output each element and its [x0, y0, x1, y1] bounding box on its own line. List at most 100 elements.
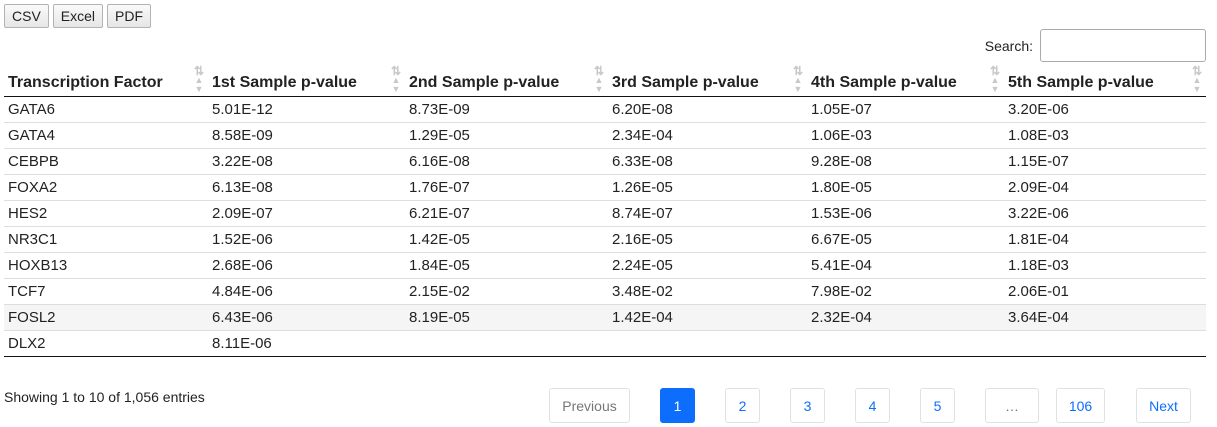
sort-arrows-icon: ⇅ ▲ ▼ — [1191, 64, 1202, 94]
pvalue-cell: 2.06E-01 — [1004, 277, 1206, 304]
table-row: GATA4 8.58E-09 1.29E-05 2.34E-04 1.06E-03 1.0… — [4, 121, 1206, 148]
table-row: NR3C1 1.52E-06 1.42E-05 2.16E-05 6.67E-05 1.8… — [4, 225, 1206, 252]
sort-arrows-icon: ⇅ ▲ ▼ — [989, 64, 1000, 94]
pvalue-cell — [807, 329, 1004, 357]
column-header-4[interactable]: 4th Sample p-value ⇅ ▲ ▼ — [807, 64, 1004, 97]
table-row: FOSL2 6.43E-06 8.19E-05 1.42E-04 2.32E-04 3.6… — [4, 303, 1206, 330]
pvalue-cell: 6.33E-08 — [608, 147, 807, 174]
page-button-1[interactable]: 1 — [660, 388, 695, 423]
column-header-3[interactable]: 3rd Sample p-value ⇅ ▲ ▼ — [608, 64, 807, 97]
pvalue-cell: 8.73E-09 — [409, 100, 470, 118]
sort-arrows-icon: ⇅ ▲ ▼ — [390, 64, 401, 94]
pvalue-cell: 5.41E-04 — [807, 251, 1004, 278]
sort-arrows-icon: ⇅ ▲ ▼ — [593, 64, 604, 94]
column-header-2[interactable]: 2nd Sample p-value ⇅ ▲ ▼ — [405, 64, 608, 97]
pvalue-cell: 8.74E-07 — [608, 199, 807, 226]
pdf-export-button[interactable]: PDF — [107, 4, 152, 28]
column-header-label: 5th Sample p-value — [1008, 73, 1154, 91]
pvalue-cell: 2.34E-04 — [608, 121, 807, 148]
pvalue-cell: 2.09E-04 — [1004, 173, 1206, 200]
pvalue-cell: 4.84E-06 — [208, 277, 405, 304]
pvalue-cell: 3.20E-06 — [1008, 100, 1069, 118]
pvalue-cell — [405, 329, 608, 357]
column-header-label: 4th Sample p-value — [811, 73, 957, 91]
export-button-group: CSV Excel PDF — [4, 4, 152, 28]
factor-cell: DLX2 — [4, 329, 208, 357]
entries-info: Showing 1 to 10 of 1,056 entries — [4, 389, 205, 405]
page-button-106[interactable]: 106 — [1056, 388, 1105, 423]
pvalue-cell: 1.80E-05 — [807, 173, 1004, 200]
pvalue-cell: 2.09E-07 — [208, 199, 405, 226]
column-header-label: Transcription Factor — [8, 73, 163, 91]
csv-export-button[interactable]: CSV — [4, 4, 49, 28]
pvalue-cell: 1.81E-04 — [1004, 225, 1206, 252]
pvalue-cell: 3.22E-06 — [1004, 199, 1206, 226]
table-row: GATA6 5.01E-12 8.73E-09 6.20E-08 1.05E-07 3.2… — [4, 96, 1206, 122]
table-row: DLX2 8.11E-06 — [4, 329, 1206, 357]
pvalue-cell: 1.29E-05 — [405, 121, 608, 148]
column-header-label: 1st Sample p-value — [212, 73, 357, 91]
pvalue-cell: 1.76E-07 — [405, 173, 608, 200]
pvalue-cell: 6.16E-08 — [405, 147, 608, 174]
next-page-button[interactable]: Next — [1136, 388, 1191, 423]
pvalue-cell: 8.58E-09 — [208, 121, 405, 148]
pvalue-cell: 1.05E-07 — [811, 100, 872, 118]
pvalue-cell: 2.16E-05 — [608, 225, 807, 252]
factor-cell: FOSL2 — [4, 303, 208, 330]
pvalue-cell: 9.28E-08 — [807, 147, 1004, 174]
factor-cell: HES2 — [4, 199, 208, 226]
page-button-3[interactable]: 3 — [790, 388, 825, 423]
column-header-1[interactable]: 1st Sample p-value ⇅ ▲ ▼ — [208, 64, 405, 97]
pvalue-cell: 8.19E-05 — [405, 303, 608, 330]
factor-cell: NR3C1 — [4, 225, 208, 252]
pvalue-cell: 3.22E-08 — [208, 147, 405, 174]
factor-cell: TCF7 — [4, 277, 208, 304]
table-row: CEBPB 3.22E-08 6.16E-08 6.33E-08 9.28E-08 1.1… — [4, 147, 1206, 174]
pvalue-cell — [1004, 329, 1206, 357]
factor-cell: FOXA2 — [4, 173, 208, 200]
page-button-2[interactable]: 2 — [725, 388, 760, 423]
table-row: TCF7 4.84E-06 2.15E-02 3.48E-02 7.98E-02 2.06… — [4, 277, 1206, 304]
search-box: Search: — [985, 29, 1206, 62]
pvalue-cell: 5.01E-12 — [212, 100, 273, 118]
pvalue-cell: 6.43E-06 — [208, 303, 405, 330]
pvalue-cell: 1.08E-03 — [1004, 121, 1206, 148]
table-row: FOXA2 6.13E-08 1.76E-07 1.26E-05 1.80E-05 2.0… — [4, 173, 1206, 200]
sort-arrows-icon: ⇅ ▲ ▼ — [792, 64, 803, 94]
column-header-0[interactable]: Transcription Factor ⇅ ▲ ▼ — [4, 64, 208, 97]
pvalue-cell: 2.24E-05 — [608, 251, 807, 278]
table-body: GATA6 5.01E-12 8.73E-09 6.20E-08 1.05E-07 3.2… — [4, 96, 1206, 357]
page-button-5[interactable]: 5 — [920, 388, 955, 423]
pvalue-cell: 3.48E-02 — [608, 277, 807, 304]
sort-arrows-icon: ⇅ ▲ ▼ — [193, 64, 204, 94]
pvalue-cell: 1.42E-04 — [608, 303, 807, 330]
pvalue-cell: 1.53E-06 — [807, 199, 1004, 226]
pvalue-cell: 7.98E-02 — [807, 277, 1004, 304]
search-input[interactable] — [1040, 29, 1206, 62]
pvalue-cell: 1.06E-03 — [807, 121, 1004, 148]
factor-cell: HOXB13 — [4, 251, 208, 278]
search-label: Search: — [984, 37, 1033, 54]
excel-export-button[interactable]: Excel — [52, 4, 104, 28]
pvalue-cell: 6.13E-08 — [208, 173, 405, 200]
pagination-ellipsis: … — [985, 388, 1039, 423]
pvalue-cell: 2.15E-02 — [405, 277, 608, 304]
pvalue-cell: 3.64E-04 — [1004, 303, 1206, 330]
factor-cell: GATA6 — [8, 100, 55, 118]
factor-cell: GATA4 — [4, 121, 208, 148]
table-row: HOXB13 2.68E-06 1.84E-05 2.24E-05 5.41E-04 1.… — [4, 251, 1206, 278]
pvalue-cell — [608, 329, 807, 357]
column-header-label: 3rd Sample p-value — [612, 73, 759, 91]
pvalue-cell: 6.20E-08 — [612, 100, 673, 118]
page-button-4[interactable]: 4 — [855, 388, 890, 423]
pvalue-cell: 2.68E-06 — [208, 251, 405, 278]
pvalue-cell: 6.67E-05 — [807, 225, 1004, 252]
table-row: HES2 2.09E-07 6.21E-07 8.74E-07 1.53E-06 3.22… — [4, 199, 1206, 226]
previous-page-button[interactable]: Previous — [549, 388, 630, 423]
factor-cell: CEBPB — [4, 147, 208, 174]
pvalue-cell: 1.26E-05 — [608, 173, 807, 200]
column-header-5[interactable]: 5th Sample p-value ⇅ ▲ ▼ — [1004, 64, 1206, 97]
column-header-label: 2nd Sample p-value — [409, 73, 560, 91]
pvalue-cell: 6.21E-07 — [405, 199, 608, 226]
results-table: Transcription Factor ⇅ ▲ ▼ 1st Sample p-valu… — [4, 64, 1206, 357]
